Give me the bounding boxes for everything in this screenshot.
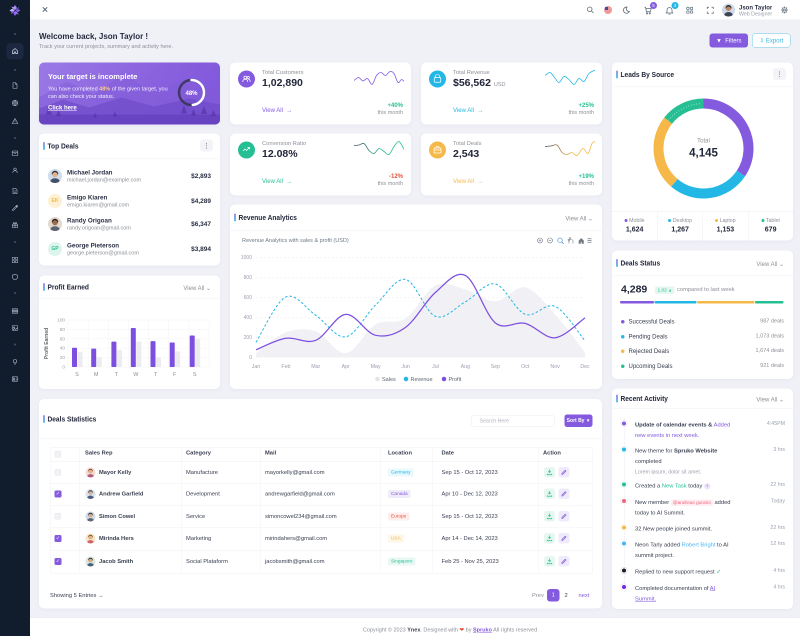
svg-text:Mar: Mar <box>311 364 320 370</box>
svg-text:0: 0 <box>249 355 252 361</box>
svg-text:F: F <box>173 372 177 378</box>
svg-text:Sales: Sales <box>382 377 396 383</box>
svg-text:Revenue: Revenue <box>411 377 433 383</box>
svg-text:400: 400 <box>244 315 253 321</box>
svg-text:20: 20 <box>60 355 66 361</box>
svg-text:Jun: Jun <box>401 364 410 370</box>
svg-text:600: 600 <box>244 295 253 301</box>
svg-text:60: 60 <box>60 336 66 342</box>
svg-text:M: M <box>94 372 99 378</box>
svg-text:Nov: Nov <box>550 364 560 370</box>
svg-text:40: 40 <box>60 346 66 352</box>
svg-text:Sep: Sep <box>491 364 500 370</box>
svg-text:Jan: Jan <box>252 364 261 370</box>
svg-text:Total: Total <box>697 139 710 145</box>
svg-text:0: 0 <box>62 365 65 371</box>
svg-text:48%: 48% <box>185 91 198 97</box>
svg-text:1000: 1000 <box>241 255 252 261</box>
svg-text:800: 800 <box>244 275 253 281</box>
svg-text:Apr: Apr <box>342 364 350 370</box>
svg-text:100: 100 <box>57 318 65 324</box>
svg-text:Jul: Jul <box>432 364 439 370</box>
svg-text:Aug: Aug <box>461 364 470 370</box>
svg-text:Feb: Feb <box>281 364 290 370</box>
svg-text:Oct: Oct <box>521 364 530 370</box>
svg-text:May: May <box>371 364 381 370</box>
svg-text:Profit: Profit <box>449 377 462 383</box>
svg-text:80: 80 <box>60 327 66 333</box>
svg-text:200: 200 <box>244 335 253 341</box>
svg-text:Profit Earned: Profit Earned <box>44 328 50 359</box>
svg-text:S: S <box>75 372 79 378</box>
svg-text:T: T <box>154 372 158 378</box>
svg-text:4,145: 4,145 <box>689 148 718 160</box>
svg-text:Dec: Dec <box>580 364 590 370</box>
svg-text:S: S <box>193 372 197 378</box>
svg-text:W: W <box>133 372 139 378</box>
svg-text:T: T <box>115 372 119 378</box>
